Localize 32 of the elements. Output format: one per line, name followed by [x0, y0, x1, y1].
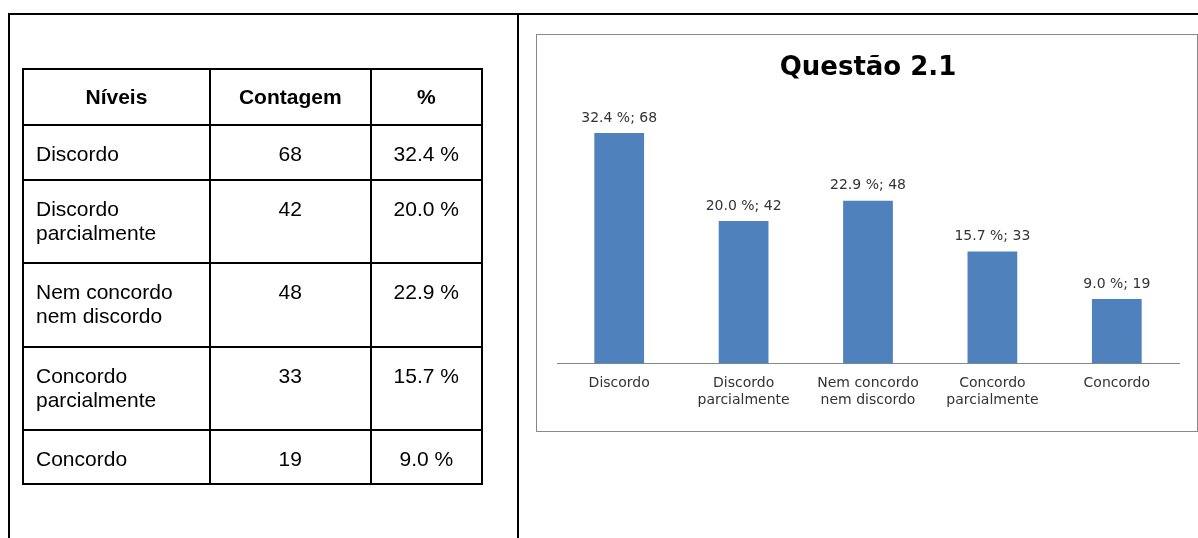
text: Contagem	[209, 69, 371, 125]
text: 68	[209, 125, 371, 180]
x-tick-label: Nem concordo nem discordo	[817, 374, 919, 408]
data-label: 22.9 %; 48	[830, 176, 906, 193]
text: 15.7 %	[370, 347, 482, 430]
text: 42	[209, 180, 371, 263]
data-label: 32.4 %; 68	[581, 108, 658, 125]
text: 20.0 %	[370, 180, 482, 263]
text: Discordo	[23, 125, 210, 180]
text: 32.4 %	[370, 125, 482, 180]
text: 48	[209, 263, 371, 347]
text: 22.9 %	[370, 263, 482, 347]
text: Níveis	[23, 69, 210, 125]
text: Concordo	[23, 430, 210, 484]
x-tick-label: Discordo	[588, 374, 650, 391]
data-label: 9.0 %; 19	[1083, 274, 1151, 291]
chart-title: Questão 2.1	[779, 51, 957, 82]
bar	[967, 251, 1018, 364]
bar	[594, 132, 645, 364]
text: Discordo parcialmente	[23, 180, 210, 263]
data-label: 20.0 %; 42	[705, 196, 782, 213]
bar	[1091, 299, 1142, 364]
text: %	[370, 69, 482, 125]
data-label: 15.7 %; 33	[954, 227, 1031, 244]
bar	[718, 221, 769, 364]
text: 9.0 %	[370, 430, 482, 484]
bar	[843, 200, 893, 364]
text: 33	[209, 347, 371, 430]
x-tick-label: Concordo	[1083, 374, 1151, 391]
x-tick-label: Concordo parcialmente	[946, 374, 1039, 408]
x-tick-label: Discordo parcialmente	[697, 374, 790, 408]
text: 19	[209, 430, 371, 484]
